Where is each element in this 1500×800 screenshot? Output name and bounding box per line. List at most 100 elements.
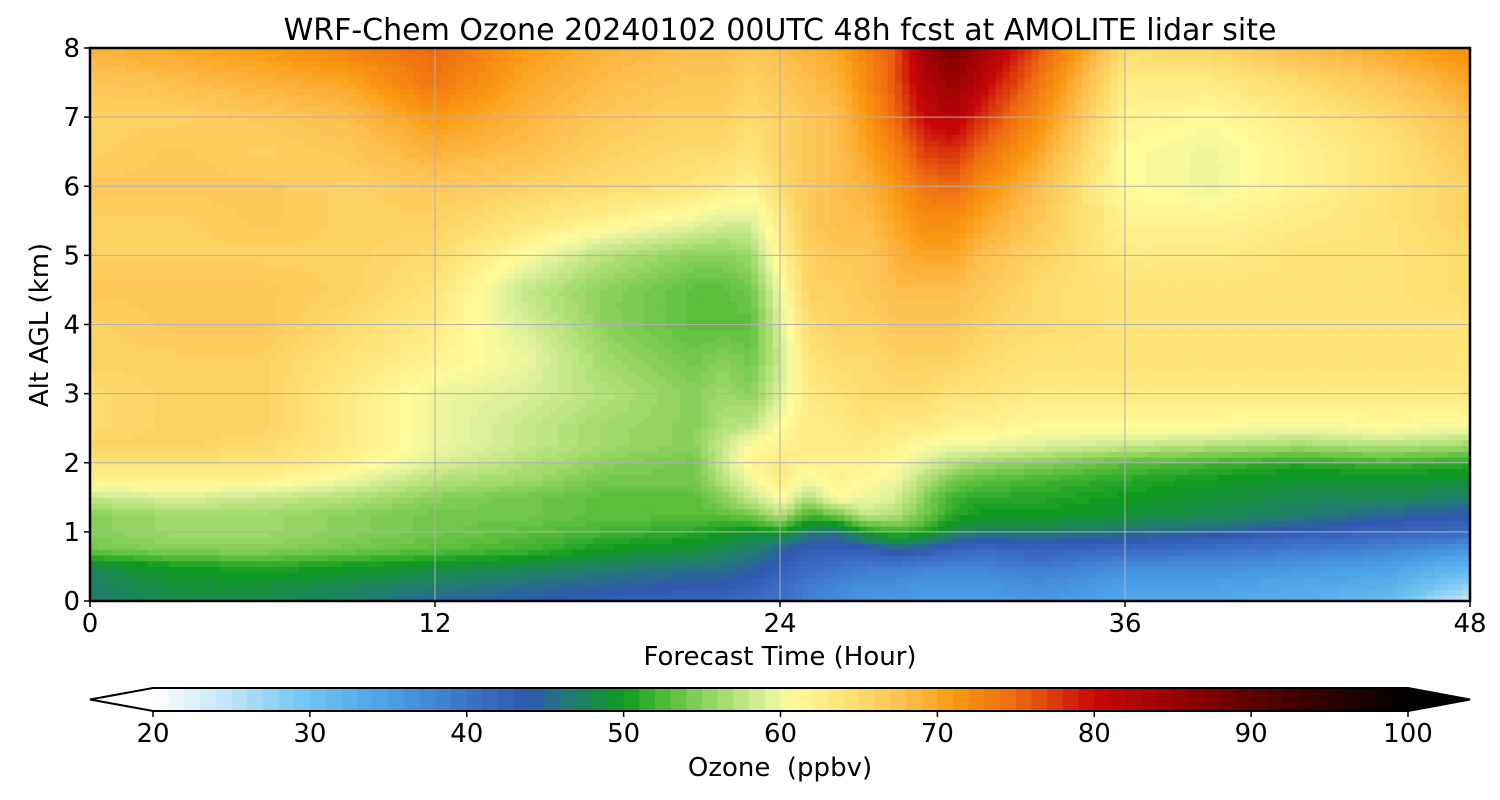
- heatmap-cell: [140, 307, 149, 314]
- heatmap-cell: [118, 543, 127, 550]
- heatmap-cell: [190, 215, 199, 222]
- heatmap-cell: [118, 48, 127, 55]
- heatmap-cell: [276, 226, 285, 233]
- heatmap-cell: [255, 48, 264, 55]
- heatmap-cell: [133, 289, 141, 297]
- heatmap-cell: [435, 376, 443, 383]
- heatmap-cell: [305, 353, 314, 360]
- heatmap-cell: [413, 480, 422, 487]
- heatmap-cell: [370, 474, 379, 481]
- heatmap-cell: [355, 157, 364, 164]
- heatmap-cell: [341, 456, 350, 464]
- heatmap-cell: [391, 255, 400, 262]
- heatmap-cell: [355, 537, 364, 544]
- heatmap-cell: [291, 485, 300, 493]
- heatmap-cell: [147, 376, 156, 383]
- heatmap-cell: [391, 88, 400, 95]
- heatmap-cell: [413, 82, 422, 89]
- heatmap-cell: [391, 71, 400, 78]
- heatmap-cell: [269, 572, 278, 579]
- heatmap-cell: [413, 203, 422, 210]
- heatmap-cell: [133, 243, 141, 251]
- heatmap-cell: [435, 480, 443, 487]
- heatmap-cell: [111, 243, 120, 251]
- heatmap-cell: [125, 497, 134, 504]
- heatmap-cell: [291, 428, 300, 435]
- heatmap-cell: [255, 514, 264, 521]
- heatmap-cell: [370, 462, 379, 470]
- heatmap-cell: [248, 238, 256, 245]
- heatmap-cell: [284, 128, 292, 136]
- heatmap-cell: [420, 186, 429, 193]
- heatmap-cell: [370, 577, 379, 585]
- heatmap-cell: [384, 157, 393, 164]
- heatmap-cell: [298, 577, 307, 585]
- heatmap-cell: [212, 243, 220, 251]
- heatmap-cell: [355, 249, 364, 256]
- heatmap-cell: [104, 307, 113, 314]
- heatmap-cell: [111, 514, 120, 521]
- heatmap-cell: [355, 307, 364, 314]
- heatmap-cell: [456, 347, 465, 354]
- heatmap-cell: [449, 560, 458, 568]
- heatmap-cell: [140, 554, 149, 562]
- heatmap-cell: [334, 180, 343, 187]
- heatmap-cell: [154, 88, 163, 95]
- heatmap-cell: [176, 508, 185, 516]
- heatmap-cell: [399, 105, 407, 112]
- heatmap-cell: [312, 168, 321, 176]
- heatmap-cell: [125, 65, 134, 72]
- heatmap-cell: [442, 266, 450, 274]
- heatmap-cell: [104, 353, 113, 360]
- heatmap-cell: [147, 485, 156, 493]
- heatmap-cell: [248, 416, 256, 424]
- heatmap-cell: [219, 514, 228, 521]
- heatmap-cell: [255, 186, 264, 193]
- heatmap-cell: [205, 393, 213, 400]
- heatmap-cell: [248, 312, 256, 320]
- heatmap-cell: [377, 289, 386, 297]
- heatmap-cell: [169, 295, 177, 303]
- heatmap-cell: [363, 589, 371, 596]
- heatmap-cell: [334, 330, 343, 337]
- heatmap-cell: [118, 526, 127, 533]
- heatmap-cell: [219, 278, 228, 285]
- heatmap-cell: [377, 566, 386, 573]
- heatmap-cell: [111, 111, 120, 118]
- heatmap-cell: [370, 324, 379, 331]
- heatmap-cell: [219, 566, 228, 573]
- heatmap-cell: [370, 353, 379, 360]
- heatmap-cell: [355, 497, 364, 504]
- heatmap-cell: [413, 157, 422, 164]
- heatmap-cell: [125, 422, 134, 429]
- heatmap-cell: [118, 387, 127, 395]
- heatmap-cell: [248, 514, 256, 521]
- heatmap-cell: [284, 370, 292, 377]
- heatmap-cell: [90, 151, 98, 159]
- heatmap-cell: [327, 503, 335, 510]
- heatmap-cell: [427, 76, 436, 84]
- heatmap-cell: [118, 347, 127, 354]
- heatmap-cell: [176, 249, 185, 256]
- heatmap-cell: [240, 174, 249, 182]
- heatmap-cell: [104, 583, 113, 591]
- heatmap-cell: [133, 278, 141, 285]
- heatmap-cell: [233, 65, 242, 72]
- heatmap-cell: [269, 503, 278, 510]
- heatmap-cell: [284, 537, 292, 544]
- heatmap-cell: [348, 324, 357, 331]
- heatmap-cell: [190, 318, 199, 326]
- heatmap-cell: [118, 514, 127, 521]
- heatmap-cell: [363, 192, 371, 199]
- heatmap-cell: [291, 82, 300, 89]
- heatmap-cell: [197, 94, 206, 101]
- heatmap-cell: [197, 88, 206, 95]
- heatmap-cell: [327, 59, 335, 66]
- heatmap-cell: [312, 410, 321, 418]
- heatmap-cell: [420, 318, 429, 326]
- heatmap-cell: [456, 480, 465, 487]
- heatmap-cell: [154, 255, 163, 262]
- heatmap-cell: [341, 491, 350, 498]
- heatmap-cell: [90, 572, 98, 579]
- heatmap-cell: [125, 289, 134, 297]
